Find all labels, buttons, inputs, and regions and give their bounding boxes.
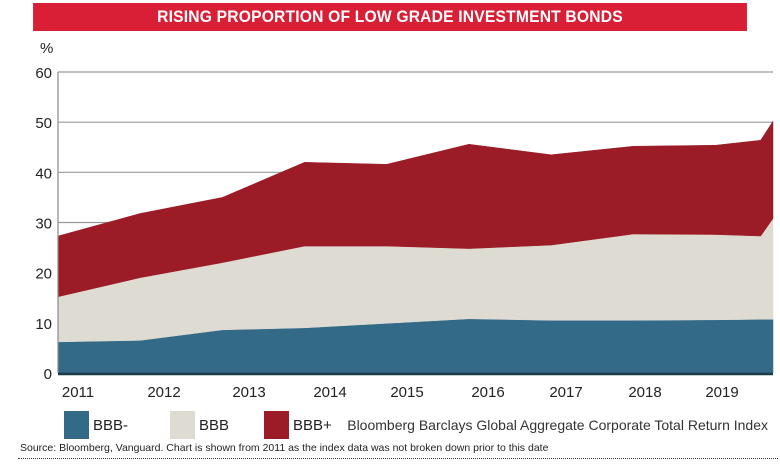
y-tick-label: 50 [35, 115, 52, 132]
y-tick-label: 30 [35, 216, 52, 233]
area-layers [57, 120, 774, 374]
index-annotation: Bloomberg Barclays Global Aggregate Corp… [347, 417, 768, 433]
dotted-divider [18, 458, 778, 459]
source-note: Source: Bloomberg, Vanguard. Chart is sh… [20, 442, 549, 454]
x-tick-label: 2012 [147, 384, 180, 401]
axes [57, 72, 773, 376]
legend-swatch-bbb-plus [264, 411, 289, 439]
y-tick-label: 60 [35, 65, 52, 82]
x-tick-label: 2013 [232, 384, 265, 401]
y-tick-label: 10 [35, 316, 52, 333]
legend-label: BBB+ [293, 416, 332, 434]
legend-swatch-bbb [170, 411, 195, 439]
legend-label: BBB [199, 416, 230, 434]
x-tick-label: 2019 [705, 384, 738, 401]
x-tick-label: 2016 [471, 384, 504, 401]
legend-item-bbb-minus: BBB- [64, 411, 128, 439]
legend-label: BBB- [93, 416, 129, 434]
legend-swatch-bbb-minus [64, 411, 89, 439]
x-tick-label: 2015 [390, 384, 423, 401]
chart-title: RISING PROPORTION OF LOW GRADE INVESTMEN… [33, 3, 747, 31]
legend: BBB- BBB BBB+ Bloomberg Barclays Global … [64, 411, 774, 441]
x-tick-label: 2011 [62, 384, 94, 401]
legend-item-bbb-plus: BBB+ [264, 411, 332, 439]
y-axis-unit-label: % [40, 40, 54, 57]
x-tick-label: 2014 [313, 384, 346, 401]
x-tick-label: 2018 [628, 384, 661, 401]
legend-item-bbb: BBB [170, 411, 229, 439]
x-tick-label: 2017 [549, 384, 582, 401]
y-tick-label: 0 [44, 366, 52, 383]
y-tick-label: 40 [35, 165, 52, 182]
area-bbb-plus [57, 120, 774, 298]
y-tick-labels: 0 10 20 30 40 50 60 [35, 65, 52, 383]
y-tick-label: 20 [35, 266, 52, 283]
x-tick-labels: 2011 2012 2013 2014 2015 2016 2017 2018 2019 [62, 384, 739, 401]
